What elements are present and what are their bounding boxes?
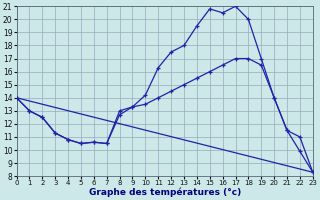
X-axis label: Graphe des températures (°c): Graphe des températures (°c): [89, 188, 241, 197]
